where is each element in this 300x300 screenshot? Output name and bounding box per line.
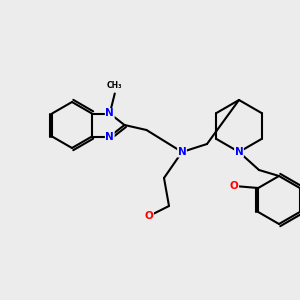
Text: CH₃: CH₃ — [107, 81, 122, 90]
Text: N: N — [105, 131, 114, 142]
Text: O: O — [145, 211, 153, 221]
Text: O: O — [230, 181, 239, 191]
Text: N: N — [105, 109, 114, 118]
Text: N: N — [178, 147, 186, 157]
Text: N: N — [235, 147, 243, 157]
